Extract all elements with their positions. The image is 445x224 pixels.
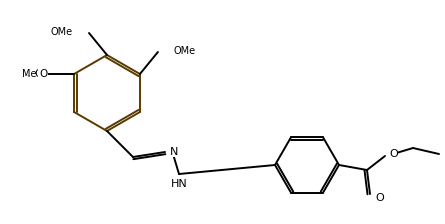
Text: N: N xyxy=(170,147,178,157)
Text: O: O xyxy=(389,149,398,159)
Text: O: O xyxy=(35,69,43,79)
Text: Methoxy: Methoxy xyxy=(25,74,31,76)
Text: HN: HN xyxy=(170,179,187,189)
Text: OMe: OMe xyxy=(174,46,196,56)
Text: OMe: OMe xyxy=(51,27,73,37)
Text: O: O xyxy=(375,193,384,203)
Text: O: O xyxy=(39,69,47,79)
Text: Me: Me xyxy=(22,69,36,79)
